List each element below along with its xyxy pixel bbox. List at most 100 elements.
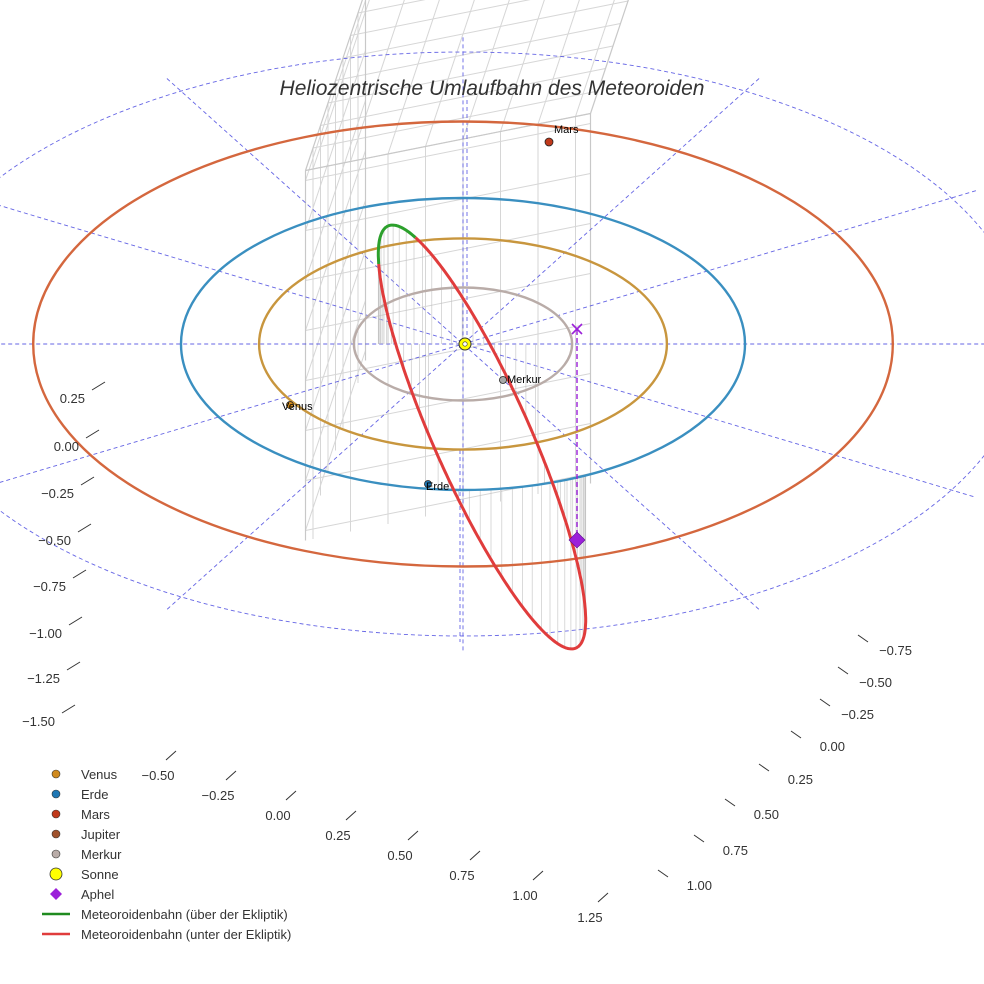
y-axis-tick-mark xyxy=(837,666,849,675)
z-axis-tick-label: −1.00 xyxy=(29,626,62,641)
legend-mars-swatch xyxy=(51,809,61,819)
erde-marker xyxy=(424,480,432,488)
floor-grid-line xyxy=(357,0,426,14)
legend-label: Merkur xyxy=(81,847,122,862)
z-axis-tick-mark xyxy=(85,429,100,439)
back-wall-grid-line xyxy=(305,150,366,331)
aphel-marker xyxy=(568,531,586,549)
x-axis-tick-label: 1.25 xyxy=(577,910,602,925)
orbit-erde xyxy=(179,196,747,492)
z-axis-tick-label: −1.50 xyxy=(22,714,55,729)
x-axis-tick-mark xyxy=(597,892,609,903)
side-wall-grid-line xyxy=(305,123,591,181)
orbit-venus xyxy=(257,237,669,451)
back-wall-grid-line xyxy=(305,0,366,181)
legend-venus-swatch xyxy=(51,769,61,779)
z-axis-tick-label: −0.25 xyxy=(41,486,74,501)
floor-grid-line xyxy=(500,0,545,132)
y-axis-tick-mark xyxy=(758,763,770,772)
side-wall-grid-line xyxy=(305,423,591,481)
z-axis-tick-mark xyxy=(66,661,81,671)
x-axis-tick-label: 0.25 xyxy=(325,828,350,843)
x-axis-tick-label: −0.50 xyxy=(142,768,175,783)
floor-grid-line xyxy=(312,0,370,170)
z-axis-tick-mark xyxy=(61,704,76,714)
legend-jupiter-swatch xyxy=(51,829,61,839)
meteoroid-orbit-below-ecliptic xyxy=(377,236,588,651)
side-wall-grid-line xyxy=(305,173,591,231)
side-wall-grid-line xyxy=(305,273,591,331)
axis-box-edge xyxy=(304,0,363,171)
y-axis-tick-mark xyxy=(819,698,831,707)
x-axis-tick-label: −0.25 xyxy=(202,788,235,803)
floor-grid-line xyxy=(575,0,615,117)
x-axis-tick-label: 0.00 xyxy=(265,808,290,823)
x-axis-tick-mark xyxy=(345,810,357,821)
y-axis-tick-label: 0.50 xyxy=(754,807,779,822)
y-axis-tick-label: 1.00 xyxy=(687,878,712,893)
y-axis-tick-mark xyxy=(657,869,669,878)
x-axis-tick-mark xyxy=(407,830,419,841)
z-axis-tick-mark xyxy=(77,523,92,533)
back-wall-grid-line xyxy=(305,100,366,281)
side-wall-grid-line xyxy=(305,323,591,381)
y-axis-tick-label: −0.50 xyxy=(859,675,892,690)
legend-label: Erde xyxy=(81,787,108,802)
axis-ticks: 0.25 0.00 −0.25 −0.50 −0.75 −1.00 −1.25 −1.50 −0… xyxy=(22,381,912,925)
floor-grid-line xyxy=(537,0,580,125)
x-axis-tick-mark xyxy=(469,850,481,861)
meteoroid-orbit-above-ecliptic xyxy=(376,223,417,265)
floor-grid-line xyxy=(350,0,405,162)
orbit-mars xyxy=(32,120,894,568)
legend-label: Meteoroidenbahn (über der Ekliptik) xyxy=(81,907,288,922)
z-axis-tick-mark xyxy=(91,381,106,391)
floor-grid-line xyxy=(342,0,629,59)
legend-label: Sonne xyxy=(81,867,119,882)
z-axis-tick-label: −0.75 xyxy=(33,579,66,594)
back-wall-grid-line xyxy=(305,350,366,531)
venus-marker xyxy=(286,401,294,409)
y-axis-tick-label: −0.25 xyxy=(841,707,874,722)
orbit-merkur xyxy=(352,286,574,402)
z-axis-tick-mark xyxy=(72,569,87,579)
mars-marker xyxy=(544,137,554,147)
z-axis-tick-label: −1.25 xyxy=(27,671,60,686)
meteoroid-orbit xyxy=(376,223,588,651)
erde-label: Erde xyxy=(426,481,449,493)
mars-label: Mars xyxy=(554,124,579,136)
venus-label: Venus xyxy=(282,401,313,413)
legend-label: Jupiter xyxy=(81,827,121,842)
z-axis-tick-label: 0.25 xyxy=(60,391,85,406)
x-axis-tick-mark xyxy=(285,790,297,801)
legend-label: Meteoroidenbahn (unter der Ekliptik) xyxy=(81,927,291,942)
legend: Venus Erde Mars Jupiter Merkur Sonne Aphel Mete… xyxy=(42,767,291,942)
merkur-label: Merkur xyxy=(507,374,542,386)
legend-label: Aphel xyxy=(81,887,114,902)
axis-box-edge xyxy=(305,112,591,172)
y-axis-tick-label: 0.25 xyxy=(788,772,813,787)
y-axis-tick-mark xyxy=(790,730,802,739)
floor-grid-line xyxy=(327,45,614,104)
back-wall-grid-line xyxy=(305,300,366,481)
sun-core-marker xyxy=(462,341,468,347)
y-axis-tick-mark xyxy=(724,798,736,807)
x-axis-tick-label: 1.00 xyxy=(512,888,537,903)
legend-label: Venus xyxy=(81,767,118,782)
merkur-marker xyxy=(499,376,507,384)
z-axis-tick-label: 0.00 xyxy=(54,439,79,454)
x-axis-tick-mark xyxy=(225,770,237,781)
legend-label: Mars xyxy=(81,807,110,822)
back-wall-grid-line xyxy=(305,50,366,231)
chart-title: Heliozentrische Umlaufbahn des Meteoroid… xyxy=(280,77,705,100)
back-wall-grid-line xyxy=(305,200,366,381)
markers: Mars Merkur Venus Erde xyxy=(282,124,586,549)
y-axis-tick-label: 0.75 xyxy=(723,843,748,858)
x-axis-tick-mark xyxy=(532,870,544,881)
legend-aphel-swatch xyxy=(50,888,62,900)
legend-erde-swatch xyxy=(51,789,61,799)
axis-box-edge xyxy=(589,0,629,114)
legend-merkur-swatch xyxy=(51,849,61,859)
z-axis-tick-mark xyxy=(80,476,95,486)
legend-sonne-swatch xyxy=(49,867,63,881)
